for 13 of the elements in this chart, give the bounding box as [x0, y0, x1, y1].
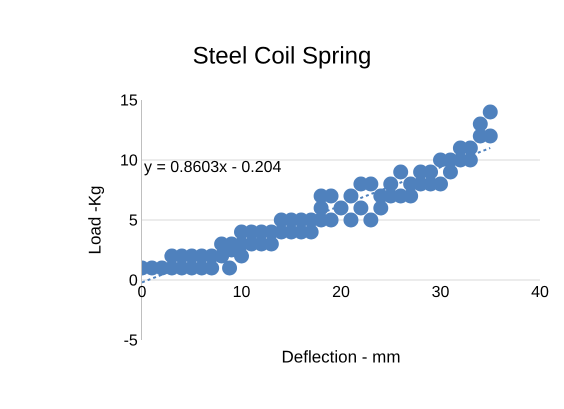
chart-title: Steel Coil Spring: [192, 42, 372, 70]
x-tick-label: 30: [432, 284, 450, 301]
y-tick-label: 15: [120, 92, 138, 110]
annotation: y = 0.8603x - 0.204: [144, 159, 282, 176]
y-tick-label: 5: [128, 212, 138, 230]
x-tick-label: 20: [332, 284, 350, 301]
y-tick-label: 0: [128, 272, 138, 290]
y-axis-title: Load -Kg: [86, 186, 105, 254]
y-tick-label: 10: [120, 152, 138, 170]
x-axis-title: Deflection - mm: [281, 347, 401, 366]
y-tick-label: -5: [124, 332, 138, 350]
x-tick-label: 10: [232, 284, 250, 301]
x-tick-label: 40: [531, 284, 549, 301]
